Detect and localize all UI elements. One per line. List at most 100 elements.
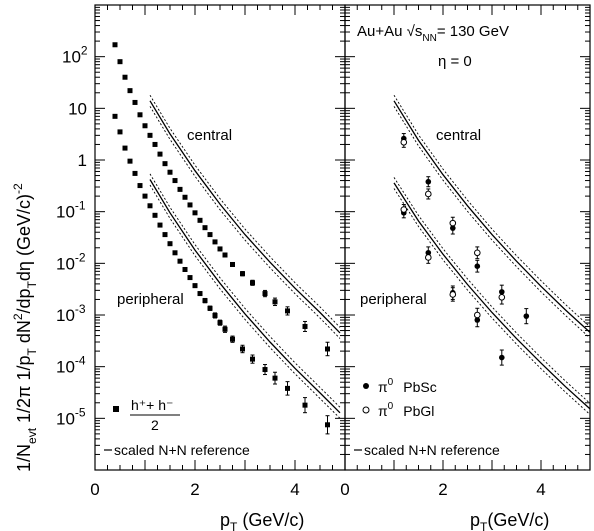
right-reference-legend-label: scaled N+N reference — [364, 442, 500, 458]
y-axis-title-part: T — [25, 348, 39, 356]
square-marker — [230, 261, 235, 267]
y-axis-title-part: 1/N — [14, 444, 34, 472]
square-marker — [167, 241, 173, 247]
legend-square-marker — [113, 406, 119, 412]
right-x-sub: T — [480, 520, 488, 531]
square-marker — [122, 74, 128, 80]
square-marker — [127, 158, 133, 164]
square-marker — [250, 280, 255, 286]
left-x-axis-title: pT (GeV/c) — [220, 510, 304, 531]
pbgl-sup: 0 — [388, 401, 394, 412]
reference-band-lower — [149, 106, 341, 339]
open-circle-marker — [425, 254, 432, 261]
filled-circle-marker — [499, 354, 505, 361]
left-reference-legend-label: scaled N+N reference — [114, 442, 250, 458]
right-x-ticks: 0 2 4 — [340, 5, 591, 499]
y-axis-title-part: /dp — [14, 288, 34, 313]
square-marker — [142, 193, 148, 199]
reference-curve — [149, 179, 341, 414]
reference-curve — [393, 100, 591, 333]
legend-numerator: h⁺+ h⁻ — [131, 397, 173, 413]
y-tick-label: 10-2 — [56, 250, 86, 273]
right-central-label: central — [436, 127, 481, 144]
y-axis-title-part: 2 — [11, 313, 25, 320]
left-x-p: p — [220, 510, 230, 530]
legend-pbsc-label: π0 PbSc — [378, 377, 437, 395]
square-marker — [162, 161, 168, 167]
right-title-line1: Au+Au √sNN= 130 GeV — [357, 23, 509, 44]
open-circle-marker — [400, 139, 408, 146]
square-marker — [162, 232, 168, 238]
left-data-points — [112, 42, 330, 435]
square-marker — [172, 178, 178, 184]
square-marker — [157, 151, 163, 157]
pbsc-detector: PbSc — [403, 379, 436, 395]
y-tick-label: 10 — [68, 99, 87, 118]
left-reference-curves — [149, 94, 341, 419]
square-marker — [167, 169, 173, 175]
reference-band-upper — [149, 173, 341, 408]
right-x-axis-title: pT(GeV/c) — [470, 510, 549, 531]
square-marker — [240, 346, 245, 352]
reference-curve — [149, 100, 341, 334]
square-marker — [202, 225, 208, 231]
square-marker — [132, 170, 138, 176]
left-panel: 10-5 10-4 10-3 10-2 10-1 1 10 102 0 2 4 central p… — [56, 4, 346, 499]
square-marker — [302, 402, 308, 408]
y-axis-title-part: dη (GeV/c) — [14, 194, 34, 281]
square-marker — [262, 291, 268, 297]
right-data-points — [400, 133, 530, 366]
right-y-ticks — [345, 6, 590, 471]
y-tick-label: 10-5 — [56, 405, 86, 428]
square-marker — [222, 326, 228, 332]
square-marker — [197, 291, 203, 297]
y-axis-title-part: evt — [25, 427, 39, 444]
left-x-rest: (GeV/c) — [237, 510, 304, 530]
square-marker — [177, 186, 183, 192]
square-marker — [325, 346, 330, 352]
y-tick-label: 102 — [62, 44, 88, 67]
square-marker — [212, 312, 218, 318]
reference-curve — [393, 182, 591, 410]
y-tick-label: 1 — [78, 151, 87, 170]
right-x-rest: (GeV/c) — [487, 510, 549, 530]
square-marker — [137, 112, 143, 118]
pbgl-detector: PbGl — [403, 403, 434, 419]
y-axis-title-text: 1/Nevt 1/2π 1/pT dN2/dpTdη (GeV/c)-2 — [11, 183, 39, 472]
reference-band-upper — [393, 94, 591, 328]
square-marker — [272, 375, 278, 381]
square-marker — [182, 266, 188, 272]
x-tick-label: 0 — [90, 480, 99, 499]
square-marker — [182, 194, 188, 200]
y-tick-label: 10-1 — [56, 199, 86, 222]
square-marker — [157, 222, 163, 228]
y-axis-title: 1/Nevt 1/2π 1/pT dN2/dpTdη (GeV/c)-2 — [11, 183, 39, 472]
title-pre: Au+Au √s — [357, 23, 422, 40]
right-panel-frame — [344, 4, 591, 471]
y-axis-title-part: -2 — [11, 183, 25, 194]
square-marker — [250, 356, 255, 362]
x-tick-label: 2 — [438, 480, 447, 499]
filled-circle-marker — [523, 313, 530, 319]
square-marker — [127, 88, 133, 94]
x-tick-label: 0 — [340, 480, 349, 499]
square-marker — [262, 367, 268, 373]
square-marker — [117, 129, 123, 135]
square-marker — [177, 258, 183, 264]
square-marker — [217, 320, 223, 326]
square-marker — [122, 145, 128, 151]
square-marker — [230, 336, 235, 342]
left-central-label: central — [187, 127, 232, 144]
reference-band-lower — [393, 106, 591, 339]
left-peripheral-label: peripheral — [117, 291, 184, 308]
square-marker — [202, 298, 208, 304]
square-marker — [152, 212, 158, 218]
open-circle-marker — [449, 219, 457, 227]
y-tick-label: 10-4 — [56, 354, 86, 377]
square-marker — [285, 385, 290, 391]
y-tick-label: 10-3 — [56, 302, 86, 325]
open-circle-marker — [474, 311, 481, 319]
square-marker — [217, 246, 223, 252]
x-tick-label: 4 — [536, 480, 545, 499]
